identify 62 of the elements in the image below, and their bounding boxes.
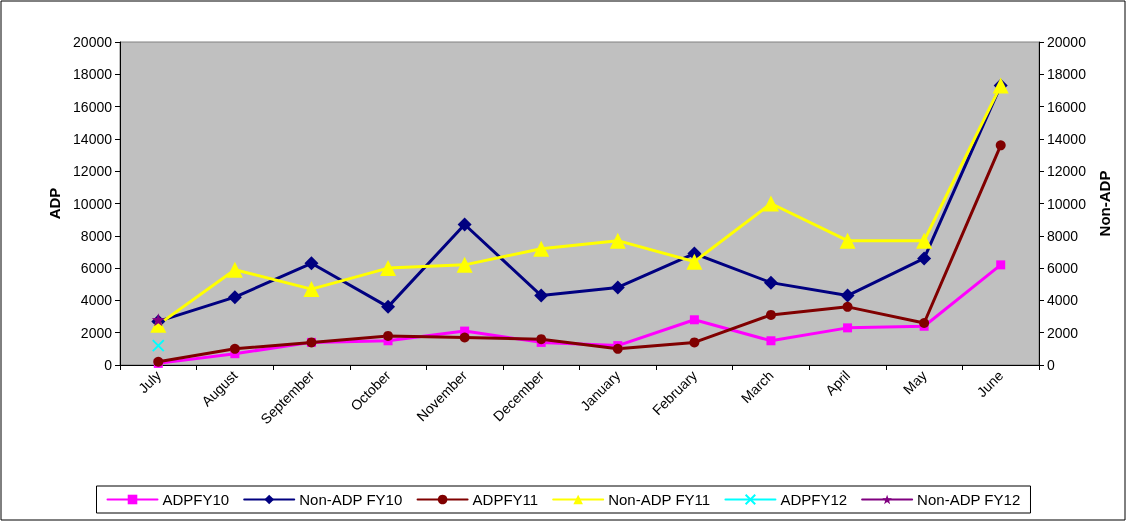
y2-tick-label: 10000 xyxy=(1047,195,1087,212)
y-tick-label: 14000 xyxy=(73,130,113,147)
point xyxy=(227,290,242,305)
y2-tick-label: 18000 xyxy=(1047,66,1087,83)
y-tick-label: 10000 xyxy=(73,195,113,212)
y-tick-label: 6000 xyxy=(80,260,113,277)
y-tick-label: 12000 xyxy=(73,163,113,180)
point xyxy=(842,301,853,312)
y-tick-label: 8000 xyxy=(80,227,113,244)
y-tick-label: 0 xyxy=(104,357,113,373)
legend-label: Non-ADP FY12 xyxy=(917,491,1021,508)
point xyxy=(381,299,396,314)
y-tick-label: 18000 xyxy=(73,66,113,83)
point xyxy=(304,256,319,271)
legend-label: ADPFY12 xyxy=(780,491,848,508)
point xyxy=(843,323,853,333)
y2-tick-label: 16000 xyxy=(1047,98,1087,115)
point xyxy=(689,337,700,348)
point xyxy=(840,288,855,303)
point xyxy=(917,251,932,266)
point xyxy=(916,232,933,249)
point xyxy=(995,140,1006,151)
y-tick-label: 16000 xyxy=(73,98,113,115)
y2-tick-label: 6000 xyxy=(1047,260,1079,277)
y2-tick-label: 12000 xyxy=(1047,163,1087,180)
y2-axis-title: Non-ADP xyxy=(1095,170,1113,237)
point xyxy=(459,332,470,343)
point xyxy=(609,232,626,249)
point xyxy=(762,195,779,212)
point xyxy=(765,309,776,320)
point xyxy=(303,281,320,298)
y-axis-title: ADP xyxy=(46,187,64,220)
point xyxy=(766,336,776,346)
point xyxy=(763,275,778,290)
point xyxy=(533,240,550,257)
y2-tick-label: 0 xyxy=(1047,357,1055,373)
legend-label: ADPFY10 xyxy=(162,491,230,508)
y2-tick-label: 8000 xyxy=(1047,227,1079,244)
y-tick-label: 2000 xyxy=(80,324,113,341)
point xyxy=(151,339,165,353)
legend-label: Non-ADP FY10 xyxy=(299,491,403,508)
legend-label: Non-ADP FY11 xyxy=(608,491,711,508)
point xyxy=(996,260,1006,270)
point xyxy=(456,256,473,273)
y-tick-label: 4000 xyxy=(80,292,113,309)
x-tick-label: July xyxy=(135,367,164,397)
point xyxy=(610,280,625,295)
y2-tick-label: 20000 xyxy=(1047,34,1087,50)
y2-tick-label: 14000 xyxy=(1047,130,1087,147)
y2-tick-label: 2000 xyxy=(1047,324,1079,341)
y-tick-label: 20000 xyxy=(73,34,113,50)
legend-label: ADPFY11 xyxy=(472,491,539,508)
point xyxy=(534,288,549,303)
point xyxy=(380,260,397,277)
point xyxy=(383,330,394,341)
point xyxy=(226,261,243,278)
point xyxy=(229,343,240,354)
point xyxy=(457,217,472,232)
point xyxy=(839,232,856,249)
point xyxy=(686,253,703,270)
point xyxy=(689,315,699,325)
y2-tick-label: 4000 xyxy=(1047,292,1079,309)
